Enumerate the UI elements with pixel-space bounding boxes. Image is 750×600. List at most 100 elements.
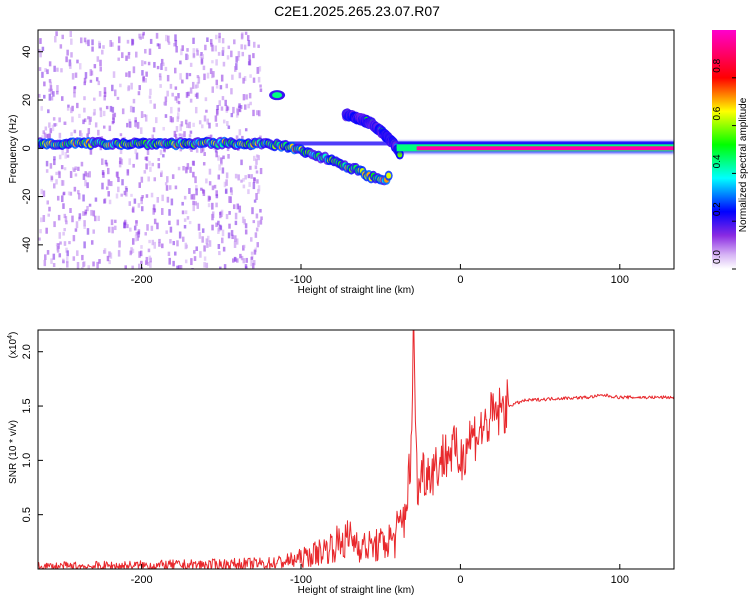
heatmap-cell [83,81,86,86]
heatmap-cell [151,239,155,246]
heatmap-cell [86,205,89,212]
heatmap-cell [197,223,201,231]
heatmap-cell [162,126,165,131]
heatmap-cell [203,262,206,268]
heatmap-cell [55,179,58,185]
heatmap-cell [48,61,52,67]
heatmap-cell [252,53,255,59]
heatmap-cell [224,188,228,194]
heatmap-cell [132,66,136,74]
heatmap-cell [71,73,75,80]
heatmap-cell [148,239,151,244]
heatmap-cell [126,169,130,176]
heatmap-cell [255,154,259,158]
heatmap-cell [153,208,157,213]
heatmap-cell [79,130,82,137]
heatmap-cell [236,107,239,113]
heatmap-cell [153,103,156,109]
heatmap-cell [195,188,198,196]
heatmap-cell [189,166,192,173]
heatmap-cell [241,216,245,224]
heatmap-cell [99,59,102,67]
heatmap-cell [115,193,119,199]
heatmap-cell [230,112,234,118]
heatmap-cell [181,45,184,51]
snr-x-tick-label: 0 [457,574,463,586]
heatmap-cell [132,163,135,168]
heatmap-cell [143,61,147,65]
heatmap-cell [137,91,141,96]
spectrogram-x-axis: -200 -100 0 100 [131,264,629,286]
heatmap-cell [45,160,49,167]
heatmap-cell [184,259,188,264]
heatmap-cell [247,40,251,47]
colorbar: 0.0 0.2 0.4 0.6 0.8 Normalized spectral ampl… [712,30,749,270]
heatmap-cell [160,63,163,70]
heatmap-cell [176,112,180,120]
heatmap-cell [55,243,59,247]
heatmap-cell [173,42,176,47]
heatmap-cell [184,210,188,215]
heatmap-cell [108,260,111,265]
heatmap-cell [255,227,259,232]
heatmap-cell [255,158,258,165]
heatmap-cell [220,106,224,111]
heatmap-cell [123,190,127,196]
heatmap-cell [149,38,153,44]
heatmap-cell [89,148,93,155]
heatmap-cell [72,256,76,261]
heatmap-cell [59,44,63,49]
heatmap-cell [134,117,137,123]
colorbar-tick-label: 0.6 [712,106,723,120]
heatmap-cell [221,96,225,101]
heatmap-cell [145,163,148,170]
heatmap-cell [251,262,255,269]
heatmap-cell [48,79,52,83]
heatmap-cell [70,52,73,58]
heatmap-cell [252,220,256,224]
heatmap-cell [42,130,45,135]
heatmap-cell [103,248,107,254]
heatmap-cell [182,165,185,171]
heatmap-cell [83,220,86,227]
heatmap-cell [209,39,213,45]
heatmap-cell [192,204,195,212]
heatmap-cell [217,243,221,249]
heatmap-cell [179,265,183,269]
heatmap-cell [244,229,248,235]
heatmap-cell [183,195,187,200]
heatmap-cell [159,149,163,156]
heatmap-cell [255,193,258,200]
heatmap-cell [215,123,218,127]
heatmap-cell [174,67,177,74]
heatmap-cell [257,220,260,228]
heatmap-cell [230,189,233,196]
heatmap-cell [252,109,255,117]
heatmap-cell [164,96,168,103]
heatmap-cell [66,107,70,111]
heatmap-cell [166,74,170,82]
heatmap-cell [63,228,66,232]
heatmap-cell [237,174,240,181]
heatmap-cell [135,231,139,236]
heatmap-cell [63,241,67,246]
heatmap-cell [255,170,259,174]
heatmap-cell [40,106,43,111]
heatmap-cell [189,98,193,103]
heatmap-cell [138,251,141,258]
heatmap-cell [82,173,86,180]
heatmap-cell [58,171,61,179]
heatmap-cell [146,261,150,266]
heatmap-cell [192,193,196,200]
heatmap-cell [227,125,231,129]
heatmap-cell [131,238,135,245]
heatmap-cell [78,213,82,220]
heatmap-cell [257,155,260,161]
heatmap-cell [228,196,231,203]
heatmap-cell [196,202,200,209]
heatmap-cell [56,67,59,72]
heatmap-cell [258,66,262,72]
heatmap-cell [241,135,244,140]
heatmap-cell [255,213,259,219]
